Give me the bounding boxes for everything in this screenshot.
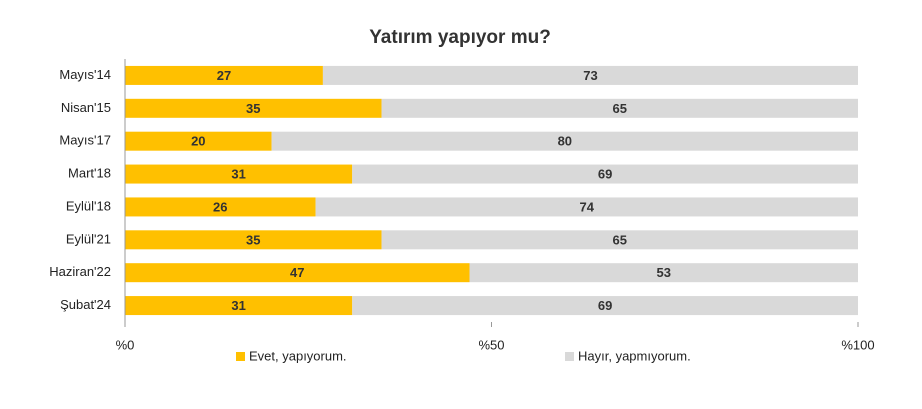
y-tick-label: Mayıs'17 (59, 133, 111, 148)
data-label: 80 (558, 134, 572, 149)
bar-segment (125, 263, 470, 283)
bar-segment (125, 296, 353, 316)
bar-segment (125, 164, 353, 184)
legend-swatch (565, 352, 574, 361)
bar-segment (125, 98, 382, 118)
data-label: 31 (231, 167, 245, 182)
x-tick-label: %0 (116, 337, 135, 352)
y-tick-label: Mart'18 (68, 166, 111, 181)
data-label: 31 (231, 298, 245, 313)
bar-segment (322, 65, 858, 85)
data-label: 65 (613, 232, 627, 247)
y-tick-label: Nisan'15 (61, 100, 111, 115)
data-label: 47 (290, 265, 304, 280)
bar-segment (125, 131, 272, 151)
data-label: 35 (246, 232, 260, 247)
data-label: 69 (598, 298, 612, 313)
bar-segment (352, 296, 858, 316)
bar-segment (125, 65, 323, 85)
data-label: 73 (583, 68, 597, 83)
y-tick-label: Eylül'18 (66, 198, 111, 213)
bar-segment (381, 98, 858, 118)
y-tick-label: Şubat'24 (60, 297, 111, 312)
data-label: 35 (246, 101, 260, 116)
bar-segment (315, 197, 859, 217)
bar-segment (125, 197, 316, 217)
legend-swatch (236, 352, 245, 361)
y-tick-label: Eylül'21 (66, 231, 111, 246)
chart-title: Yatırım yapıyor mu? (369, 27, 551, 48)
bar-segment (352, 164, 858, 184)
y-tick-label: Haziran'22 (49, 264, 111, 279)
bar-segment (381, 230, 858, 250)
x-tick-label: %50 (478, 337, 504, 352)
legend-label: Hayır, yapmıyorum. (578, 348, 691, 363)
bar-segment (469, 263, 858, 283)
data-label: 53 (657, 265, 671, 280)
legend-label: Evet, yapıyorum. (249, 348, 347, 363)
data-label: 65 (613, 101, 627, 116)
bar-segment (125, 230, 382, 250)
y-tick-label: Mayıs'14 (59, 67, 111, 82)
data-label: 26 (213, 199, 227, 214)
data-label: 27 (217, 68, 231, 83)
x-tick-label: %100 (841, 337, 874, 352)
data-label: 20 (191, 134, 205, 149)
data-label: 69 (598, 167, 612, 182)
bar-segment (271, 131, 859, 151)
data-label: 74 (580, 199, 595, 214)
